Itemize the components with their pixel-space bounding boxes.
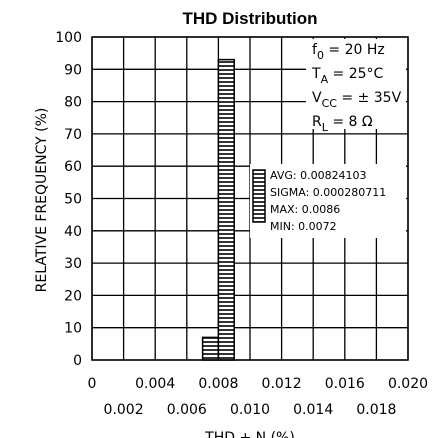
- plot-frame: [91, 36, 409, 361]
- condition-text: f0 = 20 Hz: [312, 42, 385, 62]
- condition-subscript: CC: [322, 97, 338, 110]
- bar: [201, 336, 220, 361]
- stat-text: SIGMA: 0.000280711: [270, 186, 386, 199]
- condition-subscript: L: [322, 121, 329, 134]
- x-tick-label: 0.012: [262, 376, 302, 392]
- y-tick-label: 80: [64, 95, 82, 111]
- x-axis-label: THD + N (%): [204, 430, 295, 438]
- x-tick-label: 0.002: [104, 402, 144, 418]
- y-tick-label: 60: [64, 159, 82, 175]
- condition-symbol: R: [312, 114, 322, 130]
- y-tick-label: 40: [64, 224, 82, 240]
- y-tick-label: 90: [64, 62, 82, 78]
- bar: [217, 58, 235, 361]
- x-tick-label: 0.004: [135, 376, 175, 392]
- condition-symbol: V: [312, 90, 322, 106]
- y-axis-label: RELATIVE FREQUENCY (%): [34, 108, 50, 293]
- chart-title: THD Distribution: [182, 9, 317, 28]
- stat-text: MIN: 0.0072: [270, 220, 337, 233]
- y-tick-label: 100: [55, 30, 82, 46]
- y-tick-label: 20: [64, 288, 82, 304]
- annotation-background: [306, 39, 406, 129]
- y-tick-label: 10: [64, 321, 82, 337]
- stat-text: AVG: 0.00824103: [270, 169, 367, 182]
- x-tick-label: 0: [88, 376, 97, 392]
- x-tick-label: 0.006: [167, 402, 207, 418]
- condition-text: VCC = ± 35V: [312, 90, 402, 110]
- y-tick-label: 50: [64, 192, 82, 208]
- condition-symbol: T: [311, 66, 321, 82]
- x-tick-label: 0.020: [388, 376, 428, 392]
- annotation-background: [250, 164, 406, 238]
- condition-value: = 8 Ω: [328, 114, 373, 130]
- condition-value: = ± 35V: [337, 90, 402, 106]
- condition-subscript: A: [321, 73, 329, 86]
- x-tick-label: 0.010: [230, 402, 270, 418]
- condition-subscript: 0: [317, 49, 324, 62]
- stat-text: MAX: 0.0086: [270, 203, 340, 216]
- condition-value: = 20 Hz: [324, 42, 385, 58]
- x-tick-label: 0.018: [356, 402, 396, 418]
- y-tick-label: 70: [64, 127, 82, 143]
- condition-text: RL = 8 Ω: [312, 114, 373, 134]
- condition-text: TA = 25°C: [311, 66, 384, 86]
- y-tick-label: 30: [64, 256, 82, 272]
- condition-symbol: f: [312, 42, 318, 58]
- legend-swatch: [252, 169, 266, 223]
- x-tick-label: 0.014: [293, 402, 333, 418]
- x-tick-label: 0.016: [325, 376, 365, 392]
- condition-value: = 25°C: [328, 66, 383, 82]
- x-tick-label: 0.008: [198, 376, 238, 392]
- y-tick-label: 0: [73, 353, 82, 369]
